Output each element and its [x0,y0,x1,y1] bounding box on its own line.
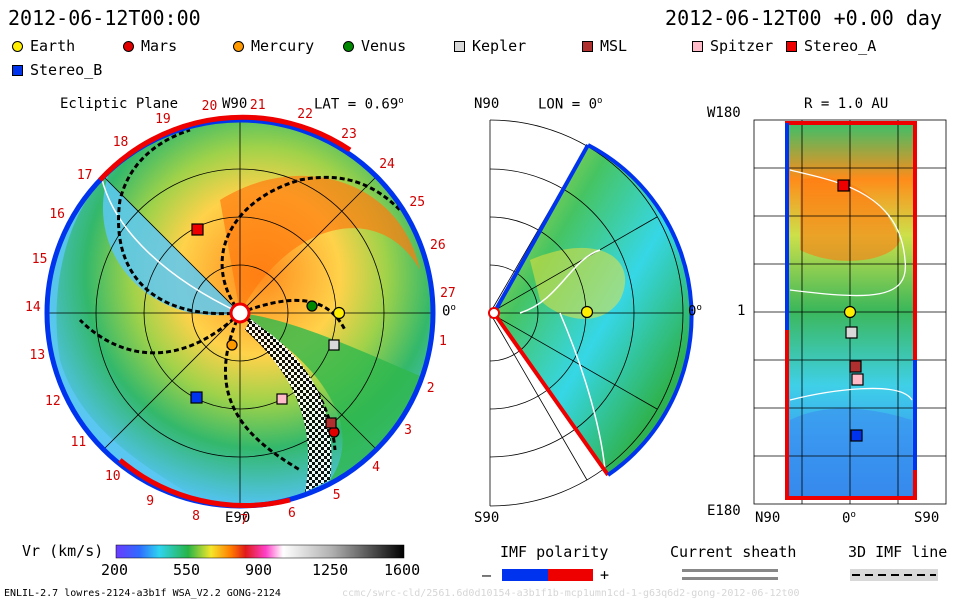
colorbar-tick-1600: 1600 [384,561,421,579]
kepler-marker [328,339,340,351]
radial-bodies [837,179,864,442]
legend: Earth Mars Mercury Venus Kepler MSL Spitzer Ste… [0,37,960,82]
carrington-label: 17 [76,167,93,183]
radial-axis-0: 0o [842,510,856,527]
carrington-label: 5 [332,487,341,503]
ecliptic-bodies [190,223,346,438]
carrington-label: 18 [112,135,129,151]
mercury-legend-icon [233,41,244,52]
legend-label: Kepler [472,37,527,55]
imf-plus-label: + [600,566,610,584]
radial-axis-n90: N90 [755,510,781,526]
carrington-label: 26 [430,238,446,254]
carrington-label: 19 [155,112,171,128]
carrington-label: 1 [438,333,447,349]
stereo-a-legend-icon [786,41,797,52]
meridional-lon-label: LON = 0o [538,96,603,113]
carrington-label: 25 [409,194,426,210]
current-sheath-region [245,320,332,492]
radial-r-label: R = 1.0 AU [804,96,889,112]
carrington-label: 11 [70,434,87,450]
right-timestamp: 2012-06-12T00 +0.00 day [665,6,942,30]
colorbar-tick-550: 550 [173,561,201,579]
meridional-plot [488,119,694,507]
carrington-label: 7 [240,512,249,528]
radial-top-left: W180 [707,105,741,121]
ecliptic-top-label: W90 [222,96,248,112]
carrington-label: 3 [404,423,412,439]
meridional-bottom-label: S90 [474,510,500,526]
carrington-label: 12 [45,393,61,409]
left-timestamp: 2012-06-12T00:00 [8,6,201,30]
carrington-label: 13 [29,348,46,364]
carrington-label: 4 [372,459,380,475]
imf-line-label: 3D IMF line [848,543,948,561]
legend-label: Mars [141,37,178,55]
model-info: ENLIL-2.7 lowres-2124-a3b1f WSA_V2.2 GON… [4,588,281,599]
ecliptic-title: Ecliptic Plane [60,96,179,112]
faint-watermark: ccmc/swrc-cld/2561.6d0d10154-a3b1f1b-mcp… [342,588,800,599]
carrington-label: 23 [341,127,357,143]
carrington-label: 27 [440,285,456,301]
legend-label: Stereo_A [804,37,877,55]
mars-legend-icon [123,41,134,52]
ecliptic-bottom-label: E90 [225,510,251,526]
current-sheath-line [682,569,778,572]
spitzer-marker [276,393,288,405]
carrington-label: 15 [31,252,48,268]
legend-label: Mercury [251,37,315,55]
venus-legend-icon [343,41,354,52]
radial-axis-s90: S90 [914,510,940,526]
ecliptic-right-label: 0o [442,303,456,320]
imf-positive-bar [548,569,593,581]
kepler-legend-icon [454,41,465,52]
stereo-a-marker [191,223,204,236]
legend-label: Spitzer [710,37,774,55]
imf-minus-label: – [482,566,492,584]
colorbar-label: Vr (km/s) [22,542,104,560]
earth-marker [332,306,346,320]
colorbar-tick-200: 200 [101,561,129,579]
carrington-label: 10 [104,468,121,484]
radial-bottom-left: E180 [707,503,741,519]
ecliptic-plot [44,114,436,509]
sun-icon [229,302,251,324]
venus-marker [306,300,318,312]
carrington-label: 24 [379,157,395,173]
carrington-label: 9 [146,494,155,510]
current-sheath-label: Current sheath [670,543,797,561]
carrington-label: 6 [288,505,296,521]
radial-mid-left: 1 [737,303,746,319]
colorbar-tick-1250: 1250 [312,561,349,579]
carrington-label: 22 [297,107,313,123]
msl-legend-icon [582,41,593,52]
imf-negative-bar [502,569,548,581]
imf-polarity-label: IMF polarity [500,543,609,561]
spitzer-legend-icon [692,41,703,52]
earth-legend-icon [12,41,23,52]
radial-plot [753,119,947,505]
legend-label: Venus [361,37,407,55]
meridional-right-label: 0o [688,303,702,320]
velocity-colorbar [115,544,405,559]
carrington-label: 8 [192,508,200,524]
colorbar-tick-900: 900 [245,561,273,579]
meridional-earth-marker [580,305,594,319]
carrington-label: 2 [426,380,435,396]
msl-marker [325,417,337,429]
carrington-label: 20 [201,99,218,115]
legend-label: MSL [600,37,628,55]
legend-label: Earth [30,37,76,55]
stereo-b-legend-icon [12,65,23,76]
carrington-label: 21 [249,97,266,113]
carrington-label: 14 [25,300,41,316]
carrington-label: 16 [49,207,65,223]
stereo-b-marker [190,391,203,404]
ecliptic-lat-label: LAT = 0.69o [314,96,404,113]
legend-label: Stereo_B [30,61,103,79]
mercury-marker [226,339,238,351]
meridional-top-label: N90 [474,96,500,112]
